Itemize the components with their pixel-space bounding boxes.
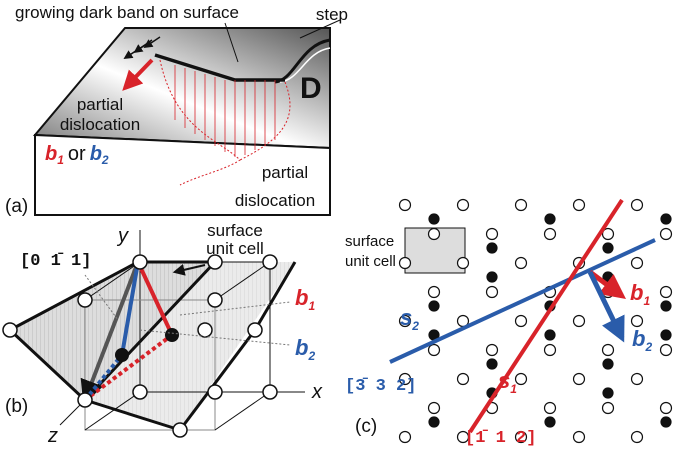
label: dislocation <box>235 191 315 210</box>
atom <box>487 287 498 298</box>
direction: [3̄ 3 2] <box>345 377 416 396</box>
label: surface <box>345 233 394 250</box>
atom <box>632 200 643 211</box>
panel-c: surface unit cell s2 s1 b1 b2 [3̄ 3 2] [… <box>345 200 672 449</box>
atom <box>516 258 527 269</box>
atom <box>545 330 555 340</box>
label: growing dark band on surface <box>15 3 239 22</box>
label: unit cell <box>206 239 264 258</box>
atom <box>545 403 556 414</box>
label: partial <box>262 163 308 182</box>
atom <box>429 403 440 414</box>
s2-label: s2 <box>400 305 419 333</box>
atom <box>400 258 411 269</box>
atom <box>603 388 613 398</box>
atom <box>487 229 498 240</box>
atom <box>661 403 672 414</box>
atom <box>516 200 527 211</box>
atom <box>165 328 179 342</box>
atom <box>516 316 527 327</box>
atom <box>603 403 614 414</box>
atom <box>661 229 672 240</box>
atom <box>574 200 585 211</box>
direction: [0 1̄ 1] <box>20 252 91 271</box>
b1-label: b1 <box>295 285 315 313</box>
panel-label: (a) <box>5 196 28 217</box>
atom <box>603 359 613 369</box>
atom <box>115 348 129 362</box>
atom <box>545 214 555 224</box>
s1-label: s1 <box>498 368 517 396</box>
panel-b: y x z [0 1̄ 1] surface unit cell b1 b2 (… <box>3 221 323 447</box>
atom <box>574 316 585 327</box>
atom <box>574 432 585 443</box>
atom <box>429 301 439 311</box>
panel-label: (c) <box>355 416 377 437</box>
atom <box>429 417 439 427</box>
atom <box>661 214 671 224</box>
figure: growing dark band on surface step D part… <box>0 0 677 450</box>
atom <box>632 258 643 269</box>
atom <box>632 374 643 385</box>
atom <box>661 417 671 427</box>
atom <box>632 432 643 443</box>
label: partial <box>77 95 123 114</box>
atom <box>574 374 585 385</box>
panel-label: (b) <box>5 396 28 417</box>
atom <box>458 200 469 211</box>
label: surface <box>207 221 263 240</box>
atom <box>487 243 497 253</box>
axis-label: z <box>47 425 58 447</box>
atom <box>545 417 555 427</box>
atom <box>661 345 672 356</box>
atom <box>487 345 498 356</box>
label: D <box>300 72 322 105</box>
atom <box>429 229 440 240</box>
label: dislocation <box>60 115 140 134</box>
atom <box>458 374 469 385</box>
atom <box>429 345 440 356</box>
atom <box>487 359 497 369</box>
axis-label: x <box>311 381 323 403</box>
atom <box>603 243 613 253</box>
b2-label: b2 <box>295 335 315 363</box>
atom <box>545 229 556 240</box>
label: step <box>316 5 348 24</box>
atom <box>632 316 643 327</box>
axis-label: y <box>116 225 129 247</box>
atom <box>429 287 440 298</box>
b2-label: b2 <box>632 326 652 354</box>
b1-label: b1 <box>630 280 650 308</box>
atom <box>661 287 672 298</box>
atom <box>400 200 411 211</box>
label: unit cell <box>345 253 396 270</box>
atom <box>429 214 439 224</box>
atom <box>545 345 556 356</box>
atom <box>516 374 527 385</box>
atom <box>400 432 411 443</box>
panel-a: growing dark band on surface step D part… <box>5 3 348 217</box>
atom <box>458 258 469 269</box>
atom <box>603 345 614 356</box>
atom <box>487 272 497 282</box>
direction: [1̄ 1 2] <box>465 429 536 448</box>
atom <box>661 301 671 311</box>
atom <box>661 330 671 340</box>
